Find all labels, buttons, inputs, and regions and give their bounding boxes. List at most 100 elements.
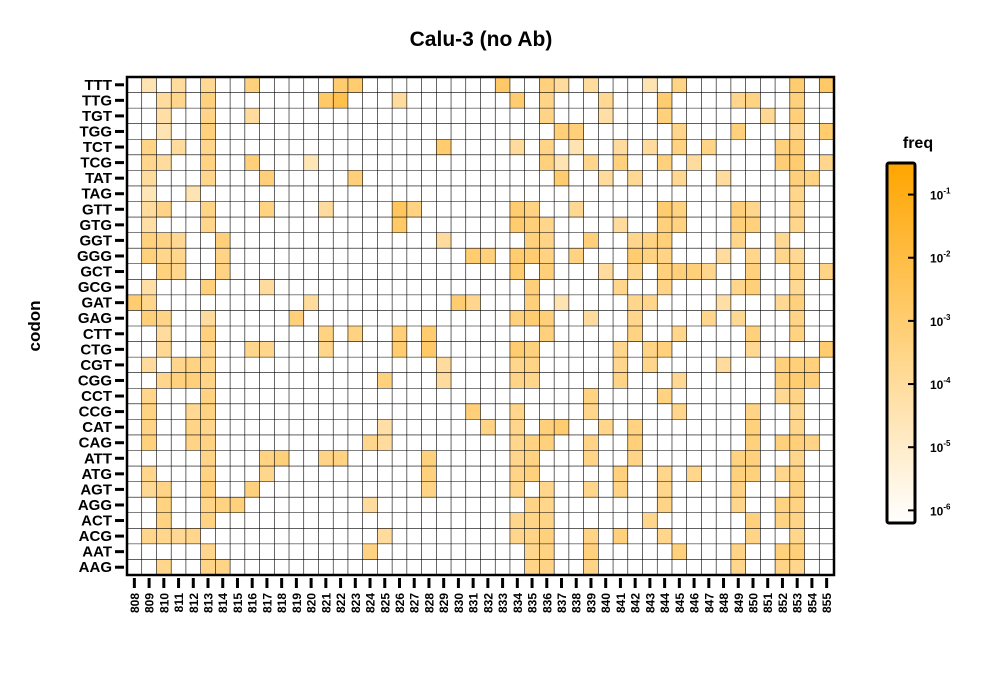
heatmap-cell [819,341,834,358]
heatmap-cell [347,77,363,93]
heatmap-cell [775,497,790,513]
heatmap-cell [745,403,761,420]
x-tick-label: 838 [570,593,584,613]
heatmap-cell [215,559,231,575]
x-tick-label: 825 [378,593,392,613]
y-axis: TTTTTGTGTTGGTCTTCGTATTAGGTTGTGGGTGGGGCTG… [77,77,124,576]
heatmap-cell [730,123,746,140]
plot-border [125,75,836,577]
heatmap-cell [539,108,555,124]
heatmap-cell [171,528,186,544]
heatmap-cell [215,263,231,280]
heatmap-cell [657,528,672,544]
heatmap-cell [539,528,555,544]
heatmap-cell [156,108,172,124]
heatmap-cell [745,466,761,482]
heatmap-cell [642,357,658,373]
heatmap-cell [259,279,275,295]
heatmap-cell [141,77,157,93]
heatmap-cell [686,154,702,171]
x-tick-label: 844 [658,593,672,613]
heatmap-cell [657,388,672,404]
heatmap-cell [539,263,555,280]
heatmap-cell [141,201,157,218]
heatmap-cell [745,92,761,109]
y-tick-label: GGG [77,248,112,265]
heatmap-cell [141,217,157,233]
heatmap-cell [259,170,275,186]
heatmap-cell [627,310,643,326]
heatmap-cell [156,201,172,218]
heatmap-cell [789,450,805,467]
heatmap-cell [141,419,157,435]
heatmap-cell [789,279,805,295]
heatmap-cell [156,232,172,249]
heatmap-cell [775,248,790,264]
heatmap-cell [539,154,555,171]
heatmap-cell [583,528,599,544]
heatmap-cell [156,248,172,264]
heatmap-cell [539,512,555,529]
heatmap-cell [436,232,452,249]
heatmap-cell [657,154,672,171]
color-legend: freq 10-1 10-2 10-3 10-4 10-5 10-6 [885,135,951,525]
y-tick-label: GAG [78,310,112,327]
heatmap-cell [583,388,599,404]
heatmap-cell [200,559,216,575]
heatmap-cell [745,217,761,233]
heatmap-cell [627,170,643,186]
heatmap-cell [554,123,569,140]
heatmap-cell [775,232,790,249]
y-tick-label: ATG [81,466,112,483]
heatmap-cell [200,388,216,404]
heatmap-cell [509,450,525,467]
heatmap-cell [200,403,216,420]
heatmap-cell [509,419,525,435]
heatmap-cell [789,543,805,560]
heatmap-cell [524,310,540,326]
heatmap-cell [568,201,584,218]
heatmap-cell [171,263,186,280]
heatmap-cell [745,419,761,435]
heatmap-cell [789,497,805,513]
heatmap-cell [554,77,569,93]
heatmap-cell [745,248,761,264]
heatmap-cell [730,92,746,109]
heatmap-cell [524,434,540,451]
heatmap-cell [377,372,393,389]
heatmap-cell [185,528,201,544]
heatmap-cell [274,450,290,467]
heatmap-cell [789,185,805,202]
heatmap-cell [200,326,216,342]
heatmap-cell [819,77,834,93]
heatmap-cell [215,497,231,513]
x-tick-label: 819 [290,593,304,613]
heatmap-cell [200,139,216,155]
heatmap-cell [333,450,348,467]
heatmap-cell [627,450,643,467]
heatmap-cell [200,434,216,451]
heatmap-cell [598,108,614,124]
heatmap-cell [524,232,540,249]
heatmap-cell [539,543,555,560]
heatmap-cell [509,92,525,109]
heatmap-cell [318,450,334,467]
heatmap-cell [701,139,717,155]
heatmap-cell [509,372,525,389]
heatmap-cell [642,139,658,155]
heatmap-cell [730,466,746,482]
heatmap-cell [730,543,746,560]
heatmap-cell [141,294,157,311]
heatmap-cell [303,294,319,311]
heatmap-cell [804,434,820,451]
x-tick-label: 812 [187,593,201,613]
heatmap-cell [200,341,216,358]
heatmap-cell [200,77,216,93]
heatmap-cell [671,326,687,342]
heatmap-cell [716,294,731,311]
heatmap-cell [244,481,260,498]
heatmap-cell [377,434,393,451]
x-tick-label: 814 [216,593,230,613]
heatmap-cell [185,185,201,202]
heatmap-cell [524,450,540,467]
